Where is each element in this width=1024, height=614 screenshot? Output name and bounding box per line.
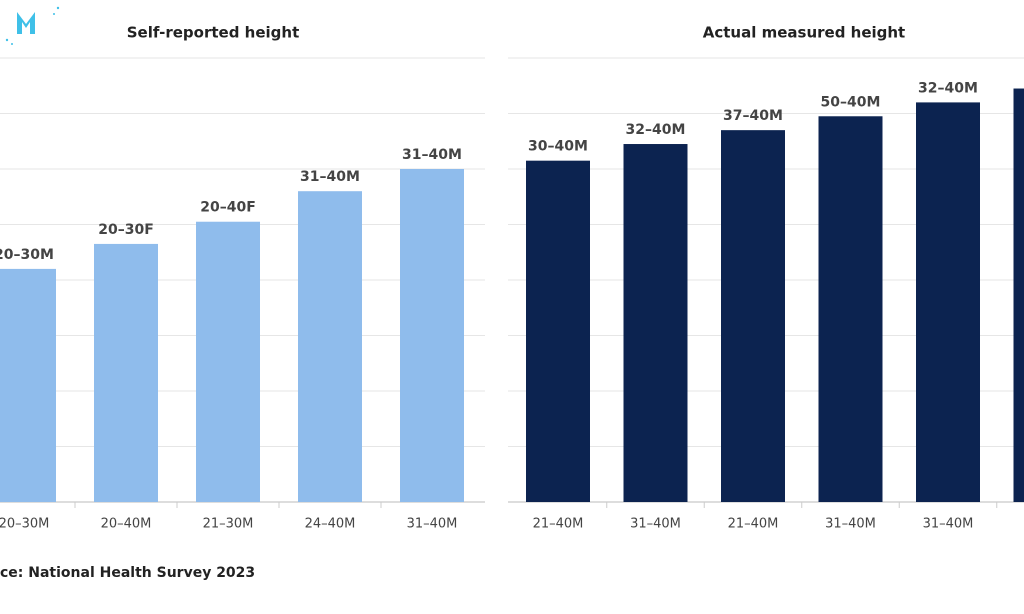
bar — [623, 144, 688, 502]
source: ce: National Health Survey 2023 — [0, 565, 255, 581]
bar — [400, 169, 464, 502]
bar — [298, 191, 362, 502]
bar-label: 20–30M — [0, 247, 54, 263]
bar — [94, 243, 158, 503]
x-tick-label: 31–40M — [923, 517, 974, 532]
bar — [526, 160, 590, 503]
x-tick-label: 31–40M — [825, 517, 876, 532]
x-tick-label: 20–30M — [0, 517, 49, 532]
bar-label: 31–40M — [300, 169, 360, 185]
bar — [1013, 88, 1024, 503]
chart-title: Actual measured height — [703, 24, 905, 42]
bar-label: 37–40M — [723, 108, 783, 124]
chart-title: Self-reported height — [127, 24, 300, 42]
bar-label: 31–40M — [402, 147, 462, 163]
bar — [916, 102, 980, 503]
bar — [196, 221, 260, 502]
logo — [5, 6, 60, 45]
bar-label: 50–40M — [821, 94, 881, 110]
bar — [721, 130, 785, 502]
bar-label: 32–40M — [918, 80, 978, 96]
bar — [0, 268, 56, 502]
bar-label: 32–40M — [626, 122, 686, 138]
x-tick-label: 31–40M — [407, 517, 458, 532]
x-tick-label: 21–40M — [533, 517, 584, 532]
x-tick-label: 21–40M — [728, 517, 779, 532]
bar — [818, 116, 883, 503]
bar-label: 20–30F — [98, 222, 154, 238]
x-tick-label: 20–40M — [101, 517, 152, 532]
x-tick-label: 21–30M — [203, 517, 254, 532]
bar-label: 30–40M — [528, 139, 588, 155]
bar-label: 20–40F — [200, 200, 256, 216]
x-tick-label: 24–40M — [305, 517, 356, 532]
x-tick-label: 31–40M — [630, 517, 681, 532]
